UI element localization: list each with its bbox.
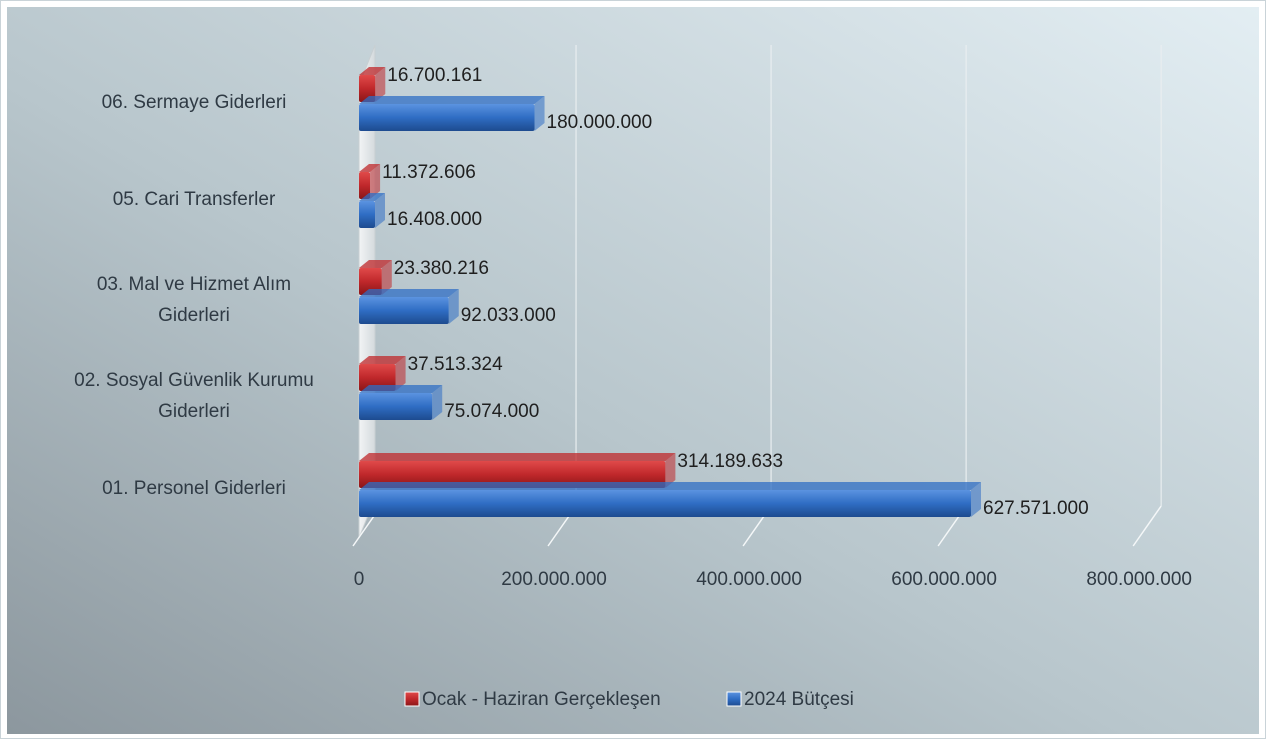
category-label: 02. Sosyal Güvenlik Kurumu Giderleri [74, 370, 314, 422]
legend-item: 2024 Bütçesi [726, 689, 854, 710]
bar-budget [359, 385, 443, 420]
bar-front-face [359, 297, 449, 324]
bar-realized [359, 356, 406, 391]
category-label: 06. Sermaye Giderleri [102, 92, 287, 113]
legend-swatch [404, 691, 420, 707]
bar-end-face [432, 385, 443, 420]
bar-top-face [359, 96, 545, 104]
bar-front-face [359, 461, 666, 488]
bar-front-face [359, 104, 535, 131]
bar-front-face [359, 201, 376, 228]
bar-end-face [370, 164, 381, 199]
bar-top-face [359, 289, 459, 297]
data-label: 16.408.000 [387, 209, 482, 230]
bar-budget [359, 193, 386, 228]
chart-background [7, 7, 1259, 734]
bar-top-face [359, 164, 381, 172]
bar-end-face [381, 260, 392, 295]
legend: Ocak - Haziran Gerçekleşen 2024 Bütçesi [404, 689, 854, 710]
bar-end-face [534, 96, 545, 131]
bar-top-face [359, 453, 676, 461]
bars [359, 67, 981, 517]
data-label: 314.189.633 [677, 451, 783, 472]
x-tick-label: 200.000.000 [501, 569, 607, 590]
bar-top-face [359, 356, 406, 364]
bar-realized [359, 453, 676, 488]
legend-item: Ocak - Haziran Gerçekleşen [404, 689, 661, 710]
bar-end-face [395, 356, 406, 391]
data-label: 37.513.324 [408, 354, 504, 375]
x-tick-label: 0 [354, 569, 365, 590]
data-label: 11.372.606 [382, 162, 476, 183]
x-tick-label: 600.000.000 [891, 569, 997, 590]
bar-budget [359, 96, 545, 131]
gridline-floor-4 [1132, 505, 1162, 547]
legend-label: Ocak - Haziran Gerçekleşen [422, 689, 661, 710]
category-label: 01. Personel Giderleri [102, 478, 286, 499]
category-label: 03. Mal ve Hizmet Alım Giderleri [97, 274, 291, 326]
bar-end-face [665, 453, 676, 488]
bar-front-face [359, 364, 396, 391]
bar-front-face [359, 75, 376, 102]
bar-realized [359, 260, 392, 295]
category-label: 05. Cari Transferler [113, 189, 276, 210]
bar-end-face [375, 67, 386, 102]
bar-front-face [359, 393, 433, 420]
bar-top-face [359, 482, 981, 490]
bar-realized [359, 164, 381, 199]
bar-top-face [359, 260, 392, 268]
bar-budget [359, 482, 981, 517]
bar-front-face [359, 172, 371, 199]
data-label: 23.380.216 [394, 258, 489, 279]
bar-end-face [971, 482, 981, 517]
x-tick-label: 800.000.000 [1086, 569, 1192, 590]
legend-swatch [726, 691, 742, 707]
legend-label: 2024 Bütçesi [744, 689, 854, 710]
data-label: 180.000.000 [547, 112, 653, 133]
bar-budget [359, 289, 459, 324]
bar-top-face [359, 385, 443, 393]
data-label: 75.074.000 [444, 401, 539, 422]
x-tick-label: 400.000.000 [696, 569, 802, 590]
bar-front-face [359, 268, 382, 295]
data-label: 16.700.161 [387, 65, 482, 86]
data-label: 92.033.000 [461, 305, 556, 326]
labels: 0 200.000.000 400.000.000 600.000.000 800.00… [74, 65, 1192, 590]
data-label: 627.571.000 [983, 498, 1089, 519]
bar-end-face [375, 193, 386, 228]
bar-front-face [359, 490, 971, 517]
bar-end-face [448, 289, 459, 324]
bar-realized [359, 67, 386, 102]
bar-top-face [359, 193, 386, 201]
bar-top-face [359, 67, 386, 75]
